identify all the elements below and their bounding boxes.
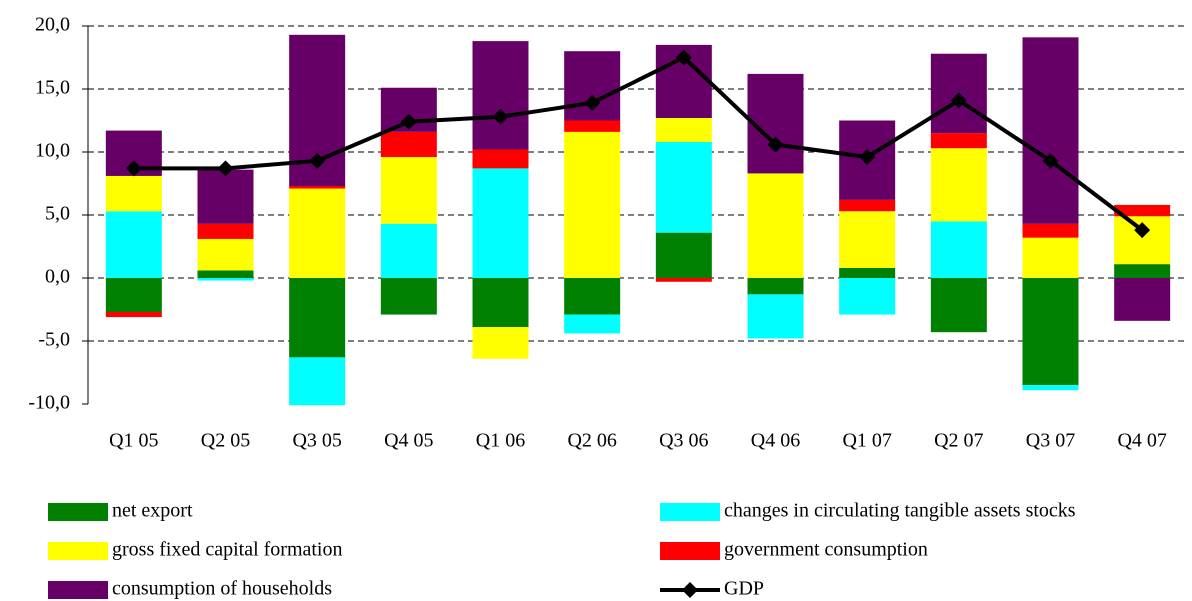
bar-segment xyxy=(1022,223,1079,238)
bar-segment xyxy=(564,278,621,315)
x-tick-label: Q1 06 xyxy=(476,430,525,452)
gdp-line xyxy=(133,55,1144,232)
legend-label: gross fixed capital formation xyxy=(112,539,343,561)
x-tick-label: Q2 05 xyxy=(201,430,250,452)
y-tick-label: 5,0 xyxy=(45,203,70,225)
bar-segment xyxy=(380,223,437,278)
bar-segment xyxy=(289,357,346,406)
bar-segment xyxy=(655,232,712,278)
gdp-marker xyxy=(675,49,692,66)
bar-segment xyxy=(839,267,896,278)
y-tick-label: 20,0 xyxy=(35,14,70,36)
bar-segment xyxy=(289,188,346,278)
x-tick-label: Q3 06 xyxy=(659,430,708,452)
gdp-marker xyxy=(217,160,234,177)
bar-segment xyxy=(930,278,987,333)
bar-segment xyxy=(197,270,254,278)
bar-segment xyxy=(105,278,162,313)
gdp-marker xyxy=(1042,152,1059,169)
bar-segment xyxy=(1114,278,1171,321)
bar-segment xyxy=(1022,37,1079,224)
x-tick-label: Q3 05 xyxy=(292,430,341,452)
bar-segment xyxy=(472,149,529,169)
y-tick-label: -5,0 xyxy=(38,329,70,351)
bar-segment xyxy=(1022,278,1079,386)
gdp-marker xyxy=(492,108,509,125)
y-tick-label: -10,0 xyxy=(28,392,70,414)
bar-segment xyxy=(655,117,712,142)
x-tick-label: Q4 06 xyxy=(751,430,800,452)
legend-swatch xyxy=(660,542,720,560)
legend-marker xyxy=(682,582,698,598)
bar-segment xyxy=(747,173,804,278)
bar-segment xyxy=(197,223,254,239)
bar-segment xyxy=(747,278,804,295)
bar-segment xyxy=(1114,264,1171,278)
bar-segment xyxy=(839,199,896,212)
bar-segment xyxy=(1022,237,1079,278)
gdp-marker xyxy=(859,149,876,166)
bar-segment xyxy=(747,294,804,339)
gdp-marker xyxy=(584,94,601,111)
legend-swatch xyxy=(660,503,720,521)
y-tick-label: 10,0 xyxy=(35,140,70,162)
x-tick-label: Q2 07 xyxy=(934,430,983,452)
y-tick-label: 0,0 xyxy=(45,266,70,288)
bar-segment xyxy=(564,131,621,278)
gdp-marker xyxy=(125,160,142,177)
bar-segment xyxy=(472,41,529,150)
bar-segment xyxy=(1022,385,1079,391)
bar-segment xyxy=(655,278,712,282)
bar-segment xyxy=(380,157,437,224)
bar-segment xyxy=(839,278,896,315)
legend-label: changes in circulating tangible assets s… xyxy=(724,500,1076,522)
bar-segment xyxy=(472,327,529,359)
bar-segment xyxy=(197,238,254,271)
bar-segment xyxy=(930,133,987,149)
bar-segment xyxy=(197,278,254,281)
bar-segment xyxy=(747,73,804,174)
bar-segment xyxy=(655,141,712,233)
x-tick-label: Q1 07 xyxy=(842,430,891,452)
bar-segment xyxy=(105,312,162,318)
bar-segment xyxy=(289,278,346,358)
bar-segment xyxy=(105,175,162,212)
gdp-marker xyxy=(400,113,417,130)
bar-segment xyxy=(930,221,987,278)
gdp-marker xyxy=(309,152,326,169)
bar-segment xyxy=(472,278,529,328)
y-tick-label: 15,0 xyxy=(35,77,70,99)
x-tick-label: Q1 05 xyxy=(109,430,158,452)
bar-segment xyxy=(839,211,896,268)
bar-segment xyxy=(564,314,621,334)
bar-segment xyxy=(380,131,437,158)
bar-segment xyxy=(1114,204,1171,217)
bar-segment xyxy=(289,186,346,189)
x-tick-label: Q2 06 xyxy=(567,430,616,452)
legend-swatch xyxy=(48,542,108,560)
gdp-marker xyxy=(767,136,784,153)
legend-label: GDP xyxy=(724,578,764,600)
gdp-marker xyxy=(950,92,967,109)
legend-label: net export xyxy=(112,500,193,522)
legend-swatch xyxy=(48,503,108,521)
bar-segment xyxy=(105,211,162,278)
legend-label: consumption of households xyxy=(112,578,332,600)
x-tick-label: Q4 07 xyxy=(1117,430,1166,452)
legend-swatch xyxy=(48,581,108,599)
legend-label: government consumption xyxy=(724,539,928,561)
gdp-marker xyxy=(1134,222,1151,239)
bar-segment xyxy=(197,169,254,224)
bar-segment xyxy=(564,120,621,132)
x-tick-label: Q4 05 xyxy=(384,430,433,452)
x-tick-label: Q3 07 xyxy=(1026,430,1075,452)
bar-segment xyxy=(472,168,529,278)
bar-segment xyxy=(930,148,987,222)
bar-segment xyxy=(380,278,437,315)
